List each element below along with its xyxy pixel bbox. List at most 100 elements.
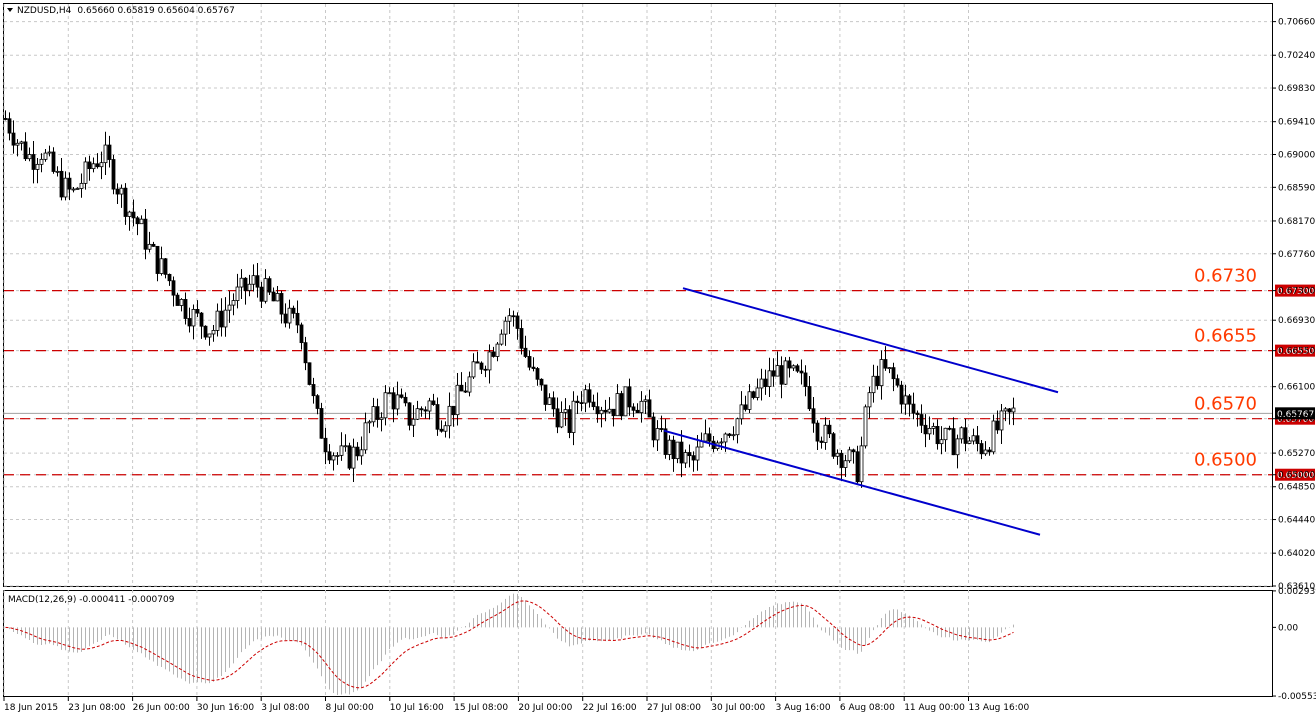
dropdown-triangle-icon[interactable] — [7, 8, 13, 12]
candle-body — [595, 406, 600, 415]
candle-body — [547, 397, 552, 405]
candle-body — [311, 384, 316, 397]
candle-body — [175, 294, 180, 306]
y-tick-label: 0.68590 — [1278, 183, 1315, 193]
candle-body — [739, 404, 744, 420]
candle-body — [219, 310, 224, 328]
candle-body — [199, 312, 204, 327]
y-tick-label: 0.70240 — [1278, 51, 1315, 61]
candle-body — [71, 188, 76, 191]
candle-body — [587, 389, 592, 403]
candle-body — [859, 445, 864, 483]
candle-body — [247, 283, 252, 291]
candle-body — [215, 310, 220, 331]
candle-body — [491, 351, 496, 357]
candle-body — [111, 159, 116, 190]
candle-body — [279, 293, 284, 315]
candle-body — [63, 177, 68, 198]
candle-body — [823, 424, 828, 443]
candle-body — [791, 365, 796, 369]
candle-body — [903, 395, 908, 405]
candle-body — [295, 312, 300, 326]
candle-body — [43, 152, 48, 160]
candle-body — [803, 372, 808, 387]
candle-body — [979, 443, 984, 455]
macd-y-tick-label: 0.00 — [1278, 623, 1298, 633]
x-tick-label: 27 Jul 08:00 — [647, 703, 701, 713]
candle-body — [331, 455, 336, 461]
candle-body — [851, 449, 856, 453]
candle-body — [99, 162, 104, 168]
candle-body — [963, 427, 968, 444]
level-price-tag — [1275, 468, 1315, 481]
current-price-tag — [1275, 407, 1315, 420]
candle-body — [651, 416, 656, 441]
candle-body — [487, 351, 492, 371]
candle-body — [807, 386, 812, 410]
x-tick-label: 30 Jul 00:00 — [711, 703, 765, 713]
candle-body — [239, 277, 244, 288]
candle-body — [251, 275, 256, 285]
x-tick-label: 13 Aug 16:00 — [969, 703, 1030, 713]
candle-body — [987, 449, 992, 453]
candle-body — [863, 406, 868, 447]
candle-body — [703, 433, 708, 442]
candle-body — [655, 428, 660, 441]
candle-body — [831, 433, 836, 457]
candle-body — [391, 392, 396, 410]
y-tick-label: 0.67300 — [1278, 287, 1315, 297]
candle-body — [83, 161, 88, 184]
candle-body — [787, 360, 792, 369]
candle-body — [359, 449, 364, 457]
candle-body — [683, 452, 688, 464]
candle-body — [351, 446, 356, 469]
y-tick-label: 0.65700 — [1278, 415, 1315, 425]
candle-body — [671, 439, 676, 460]
candle-body — [59, 170, 64, 198]
candle-body — [227, 304, 232, 311]
candle-body — [339, 445, 344, 456]
candle-body — [927, 427, 932, 435]
candle-body — [919, 414, 924, 426]
candle-body — [443, 425, 448, 432]
candle-body — [591, 401, 596, 408]
candle-body — [187, 318, 192, 327]
candle-body — [87, 161, 92, 170]
candle-body — [223, 309, 228, 328]
candle-body — [355, 446, 360, 457]
candle-body — [779, 365, 784, 385]
candle-body — [691, 455, 696, 461]
candle-body — [707, 433, 712, 442]
x-tick-label: 22 Jul 16:00 — [583, 703, 637, 713]
candle-body — [727, 433, 732, 436]
y-tick-label: 0.69410 — [1278, 118, 1315, 128]
candle-body — [235, 286, 240, 301]
candle-body — [743, 404, 748, 410]
macd-y-tick-label: 0.002939 — [1278, 587, 1316, 597]
candle-body — [923, 424, 928, 435]
candle-body — [147, 243, 152, 250]
level-price-tag — [1275, 284, 1315, 297]
candle-body — [583, 389, 588, 404]
candle-body — [991, 420, 996, 453]
candle-body — [163, 258, 168, 275]
candle-body — [119, 187, 124, 195]
candle-body — [551, 397, 556, 410]
candle-body — [167, 273, 172, 282]
candle-body — [515, 315, 520, 329]
candle-body — [483, 368, 488, 371]
candle-body — [1003, 408, 1008, 412]
candle-body — [555, 408, 560, 428]
level-label: 0.6730 — [1194, 266, 1257, 287]
candle-body — [911, 403, 916, 414]
x-tick-label: 18 Jun 2015 — [4, 703, 58, 713]
candle-body — [139, 218, 144, 225]
candle-body — [611, 408, 616, 417]
candle-body — [511, 315, 516, 318]
candle-body — [867, 392, 872, 408]
symbol-ohlc-label: NZDUSD,H4 0.65660 0.65819 0.65604 0.65767 — [17, 6, 235, 16]
level-price-tag — [1275, 344, 1315, 357]
current-price-tag-label: 0.65767 — [1277, 410, 1314, 420]
candle-body — [103, 144, 108, 164]
